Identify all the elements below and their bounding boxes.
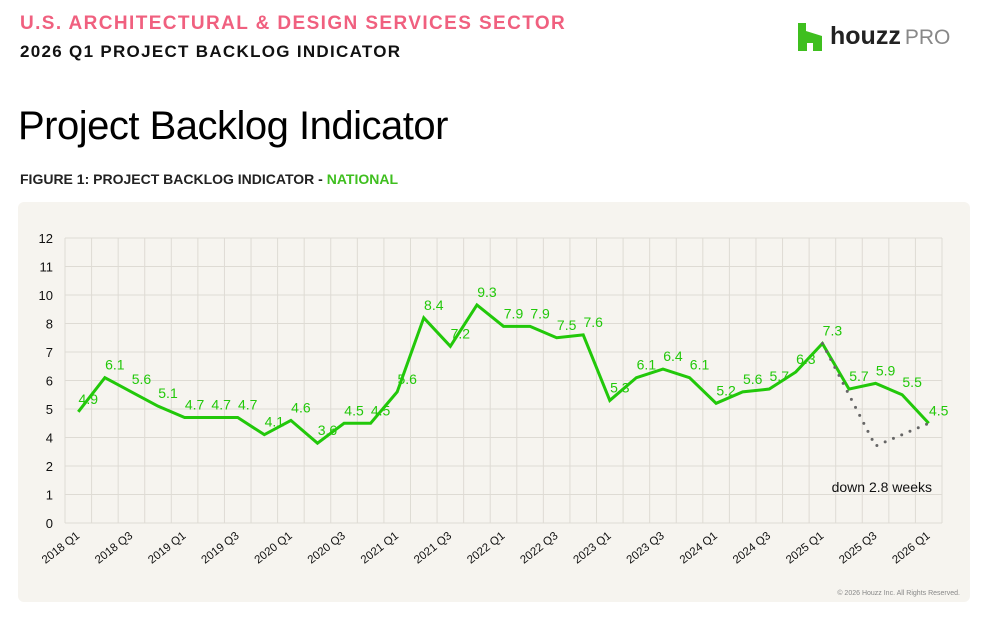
x-tick-label: 2018 Q1 bbox=[40, 530, 82, 567]
data-label: 5.3 bbox=[610, 379, 630, 395]
data-label: 5.1 bbox=[158, 385, 178, 401]
x-tick-label: 2022 Q1 bbox=[465, 530, 507, 567]
y-tick-label: 0 bbox=[46, 516, 53, 531]
y-tick-label: 12 bbox=[39, 231, 53, 246]
figure-region: NATIONAL bbox=[326, 171, 399, 187]
data-label: 4.6 bbox=[291, 399, 311, 415]
y-tick-label: 6 bbox=[46, 374, 53, 389]
data-label: 7.9 bbox=[504, 305, 524, 321]
data-label: 6.1 bbox=[637, 357, 657, 373]
data-label: 5.6 bbox=[397, 371, 417, 387]
x-tick-label: 2021 Q1 bbox=[359, 530, 401, 567]
y-tick-label: 1 bbox=[46, 488, 53, 503]
sector-heading: U.S. ARCHITECTURAL & DESIGN SERVICES SEC… bbox=[20, 13, 567, 34]
x-tick-label: 2023 Q3 bbox=[625, 530, 667, 567]
report-heading: 2026 Q1 PROJECT BACKLOG INDICATOR bbox=[20, 42, 402, 61]
series-line bbox=[77, 302, 930, 446]
data-label: 9.3 bbox=[477, 284, 497, 300]
x-tick-label: 2019 Q1 bbox=[146, 530, 188, 567]
x-tick-label: 2021 Q3 bbox=[412, 530, 454, 567]
data-label: 5.9 bbox=[876, 362, 896, 378]
data-label: 7.6 bbox=[583, 314, 603, 330]
data-label: 7.5 bbox=[557, 317, 577, 333]
y-tick-label: 2 bbox=[46, 459, 53, 474]
data-label: 6.1 bbox=[690, 357, 710, 373]
y-tick-label: 7 bbox=[46, 345, 53, 360]
data-label: 4.1 bbox=[265, 414, 285, 430]
data-label: 5.2 bbox=[716, 382, 736, 398]
copyright: © 2026 Houzz Inc. All Rights Reserved. bbox=[837, 590, 960, 597]
data-label: 6.4 bbox=[663, 348, 683, 364]
comparison-dotted-line bbox=[820, 341, 931, 448]
y-tick-label: 8 bbox=[46, 317, 53, 332]
data-label: 5.6 bbox=[132, 371, 152, 387]
data-label: 6.1 bbox=[105, 357, 125, 373]
data-label: 4.7 bbox=[185, 397, 205, 413]
data-label: 4.5 bbox=[929, 402, 949, 418]
data-label: 4.5 bbox=[344, 402, 364, 418]
data-label: 5.5 bbox=[902, 374, 922, 390]
figure-caption: FIGURE 1: PROJECT BACKLOG INDICATOR - NA… bbox=[20, 171, 399, 187]
x-tick-label: 2025 Q1 bbox=[784, 530, 826, 567]
y-tick-label: 11 bbox=[40, 260, 54, 275]
x-tick-label: 2024 Q1 bbox=[678, 530, 720, 567]
x-tick-label: 2023 Q1 bbox=[571, 530, 613, 567]
x-tick-label: 2026 Q1 bbox=[890, 530, 932, 567]
data-label: 8.4 bbox=[424, 297, 444, 313]
data-label: 5.6 bbox=[743, 371, 763, 387]
data-label: 4.7 bbox=[211, 397, 231, 413]
x-tick-label: 2020 Q3 bbox=[306, 530, 348, 567]
x-tick-label: 2019 Q3 bbox=[199, 530, 241, 567]
data-label: 4.7 bbox=[238, 397, 258, 413]
data-label: 7.2 bbox=[451, 325, 471, 341]
data-label: 6.3 bbox=[796, 351, 816, 367]
houzz-pro-logo: houzz PRO bbox=[798, 22, 950, 51]
data-label: 7.3 bbox=[823, 322, 843, 338]
x-tick-label: 2022 Q3 bbox=[518, 530, 560, 567]
data-label: 5.7 bbox=[849, 368, 869, 384]
logo-text: houzz PRO bbox=[830, 22, 951, 50]
y-tick-label: 4 bbox=[46, 431, 53, 446]
y-tick-label: 5 bbox=[46, 402, 53, 417]
annotation-label: down 2.8 weeks bbox=[832, 479, 932, 495]
x-tick-label: 2024 Q3 bbox=[731, 530, 773, 567]
data-label: 4.5 bbox=[371, 402, 391, 418]
x-tick-label: 2025 Q3 bbox=[837, 530, 879, 567]
data-label: 5.7 bbox=[770, 368, 790, 384]
page-title: Project Backlog Indicator bbox=[18, 104, 448, 148]
chart-panel bbox=[18, 202, 970, 602]
data-label: 3.6 bbox=[318, 422, 338, 438]
data-label: 7.9 bbox=[530, 305, 550, 321]
y-tick-label: 10 bbox=[39, 288, 53, 303]
houzz-house-icon bbox=[798, 22, 822, 51]
x-tick-label: 2020 Q1 bbox=[253, 530, 295, 567]
x-tick-label: 2018 Q3 bbox=[93, 530, 135, 567]
data-label: 4.9 bbox=[79, 391, 99, 407]
